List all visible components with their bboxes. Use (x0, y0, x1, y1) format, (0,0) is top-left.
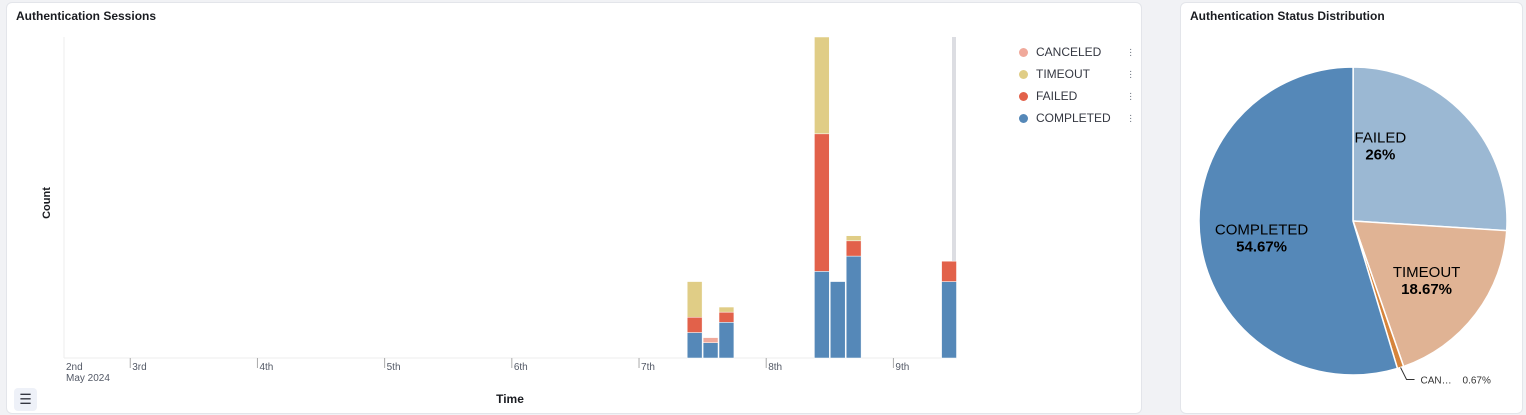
bar-segment-failed (718, 311, 735, 323)
pie-label: TIMEOUT (1393, 264, 1461, 281)
pie-value: 0.67% (1463, 375, 1491, 386)
legend-dot-icon (1019, 69, 1028, 79)
legend-label: COMPLETED (1036, 111, 1111, 125)
legend-dot-icon (1019, 91, 1028, 101)
x-tick-label: 7th (641, 362, 655, 373)
x-tick-sublabel: May 2024 (66, 373, 110, 384)
pie-label: COMPLETED (1215, 221, 1309, 238)
legend-item-timeout[interactable]: TIMEOUT · · · (1019, 63, 1132, 85)
sessions-bar-chart: 2nd 3rd 4th 5th 6th 7th 8th 9th May 2024 Time Coun… (41, 36, 957, 406)
bar-segment-completed (814, 271, 830, 359)
bar-segment-timeout (845, 235, 862, 242)
panel-title: Authentication Status Distribution (1190, 9, 1385, 23)
legend-label: FAILED (1036, 89, 1078, 103)
x-tick-label: 3rd (132, 362, 146, 373)
bar-segment-completed (845, 255, 862, 359)
x-tick-label: 2nd (66, 362, 83, 373)
x-tick-label: 5th (387, 362, 401, 373)
legend-label: CANCELED (1036, 45, 1102, 59)
y-axis-title: Count (41, 187, 53, 219)
legend-item-canceled[interactable]: CANCELED · · · (1019, 41, 1132, 63)
pie-slice-completed (1198, 66, 1399, 376)
bar-segment-failed (941, 260, 957, 282)
list-icon[interactable]: ☰ (14, 388, 37, 411)
bar-segment-failed (814, 133, 830, 272)
bar-segment-failed (686, 316, 703, 333)
chart-legend: CANCELED · · · TIMEOUT · · · FAILED · · · COMPLETED ·… (1019, 41, 1132, 129)
more-options-icon[interactable]: · · · (1129, 87, 1132, 105)
bar-segment-timeout (718, 306, 735, 313)
pie-value: 26% (1365, 147, 1395, 164)
current-time-marker (952, 37, 956, 358)
x-axis-title: Time (496, 392, 524, 406)
bar-segment-failed (845, 240, 862, 257)
bar-segment-completed (941, 281, 957, 359)
more-options-icon[interactable]: · · · (1129, 109, 1132, 127)
bar-segment-timeout (814, 36, 830, 135)
legend-item-failed[interactable]: FAILED · · · (1019, 85, 1132, 107)
pie-label: CAN… (1421, 375, 1452, 386)
bar-segment-completed (702, 342, 719, 359)
x-tick-label: 4th (259, 362, 273, 373)
x-tick-label: 8th (768, 362, 782, 373)
pie-label: FAILED (1355, 130, 1407, 147)
more-options-icon[interactable]: · · · (1129, 43, 1132, 61)
legend-dot-icon (1019, 47, 1028, 57)
bar-segment-completed (718, 322, 735, 359)
legend-label: TIMEOUT (1036, 67, 1090, 81)
authentication-sessions-panel: Authentication Sessions 2nd 3rd 4th 5th 6th 7… (6, 2, 1142, 414)
more-options-icon[interactable]: · · · (1129, 65, 1132, 83)
pie-leader-line (1400, 367, 1415, 380)
bar-segment-completed (830, 281, 846, 359)
status-distribution-panel: Authentication Status Distribution FAILE… (1180, 2, 1523, 414)
x-tick-label: 9th (895, 362, 909, 373)
bar-segment-completed (686, 332, 703, 359)
legend-dot-icon (1019, 113, 1028, 123)
panel-title: Authentication Sessions (16, 9, 157, 23)
bar-segment-canceled (702, 337, 719, 343)
pie-slice-failed (1352, 66, 1508, 232)
legend-item-completed[interactable]: COMPLETED · · · (1019, 107, 1132, 129)
x-tick-label: 6th (514, 362, 528, 373)
pie-value: 18.67% (1401, 281, 1452, 298)
pie-value: 54.67% (1236, 238, 1287, 255)
bar-segment-timeout (686, 281, 703, 318)
